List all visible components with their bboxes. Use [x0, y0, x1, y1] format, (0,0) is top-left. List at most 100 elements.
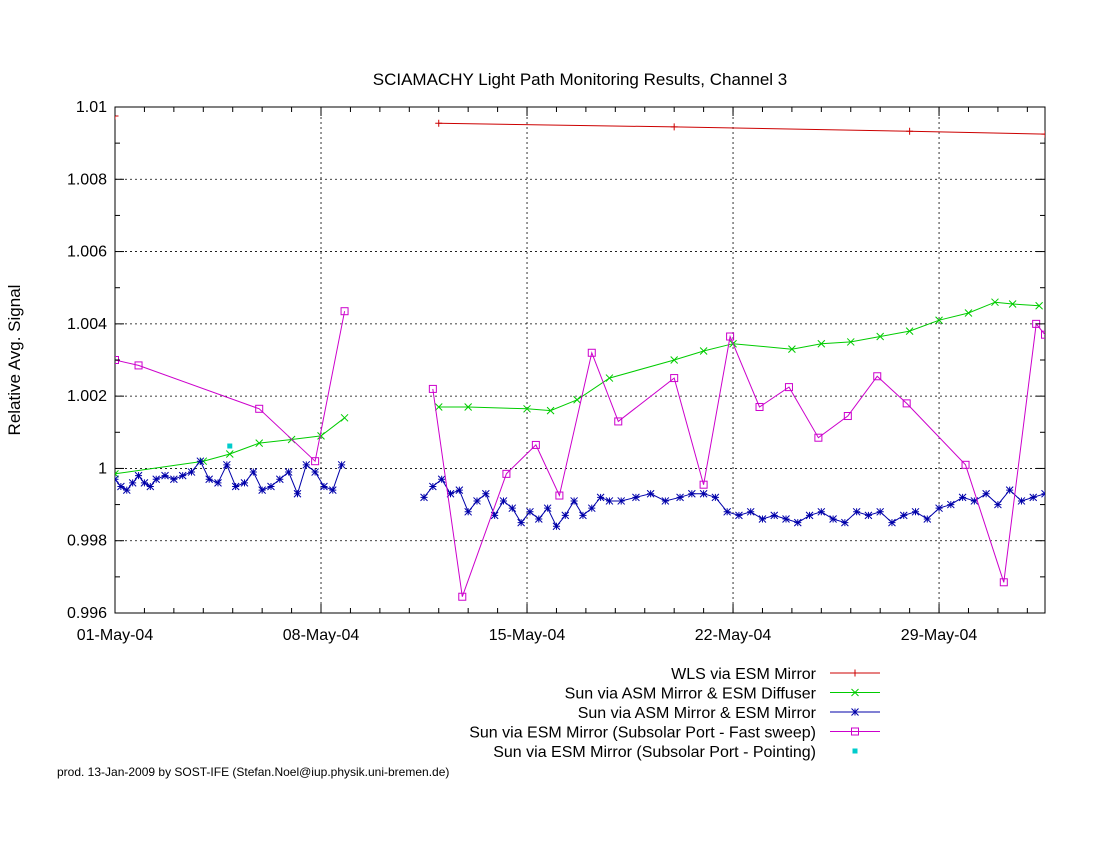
- legend-marker: [851, 669, 859, 677]
- x-tick-label: 08-May-04: [283, 627, 360, 644]
- data-point: [1005, 486, 1014, 494]
- data-point: [255, 439, 264, 447]
- data-point: [205, 475, 214, 484]
- series-1: [115, 298, 1043, 478]
- data-point: [240, 479, 249, 487]
- data-point: [817, 339, 826, 348]
- series-line: [115, 311, 1045, 597]
- data-point: [546, 406, 555, 415]
- data-point: [793, 518, 802, 527]
- data-point: [770, 511, 779, 520]
- y-tick-label: 1.002: [67, 388, 107, 405]
- series-3: [115, 307, 1045, 601]
- data-point: [170, 475, 178, 484]
- data-point: [632, 493, 640, 502]
- data-point: [646, 489, 655, 498]
- data-point: [670, 356, 679, 364]
- data-point: [1017, 497, 1026, 505]
- data-point: [982, 489, 990, 498]
- data-point: [661, 497, 670, 505]
- data-point: [1035, 301, 1043, 310]
- data-point: [846, 338, 855, 346]
- data-point: [523, 404, 531, 413]
- data-point: [255, 404, 264, 413]
- data-point: [161, 471, 169, 480]
- x-tick-label: 29-May-04: [901, 627, 978, 644]
- data-point: [587, 504, 596, 513]
- data-point: [490, 511, 499, 520]
- data-point: [115, 475, 119, 484]
- series-line: [115, 301, 1040, 475]
- data-point: [699, 489, 708, 498]
- data-point: [617, 497, 626, 505]
- data-point: [805, 511, 814, 520]
- legend-marker: [851, 688, 859, 697]
- data-point: [227, 443, 233, 449]
- data-point: [434, 403, 443, 411]
- data-point: [115, 469, 119, 478]
- data-point: [911, 507, 920, 516]
- data-point: [1029, 493, 1038, 502]
- y-tick-label: 1.006: [67, 244, 107, 261]
- data-point: [1041, 489, 1045, 498]
- data-point: [923, 515, 932, 523]
- data-point: [481, 489, 490, 498]
- data-point: [317, 432, 325, 440]
- data-point: [446, 489, 455, 498]
- data-point: [499, 497, 508, 505]
- x-tick-label: 22-May-04: [695, 627, 772, 644]
- series-4: [227, 443, 233, 449]
- data-point: [561, 511, 570, 520]
- data-point: [999, 578, 1008, 587]
- data-point: [758, 515, 767, 523]
- ticks-layer: 0.996 0.998 1 1.002 1.004 1.006 1.008 1.01 01-Ma…: [67, 99, 1045, 644]
- chart-title: SCIAMACHY Light Path Monitoring Results,…: [373, 70, 788, 89]
- data-point: [788, 345, 796, 354]
- data-point: [311, 457, 320, 466]
- data-point: [464, 507, 473, 516]
- data-point: [726, 332, 735, 341]
- data-point: [852, 507, 861, 516]
- footer-credit: prod. 13-Jan-2009 by SOST-IFE (Stefan.No…: [57, 765, 449, 779]
- plot-border: [114, 106, 1046, 614]
- data-point: [711, 493, 720, 502]
- data-point: [605, 497, 614, 505]
- data-point: [311, 468, 319, 476]
- data-point: [1041, 330, 1045, 339]
- data-point: [435, 119, 443, 127]
- data-point: [876, 332, 885, 341]
- data-point: [573, 395, 581, 404]
- data-point: [526, 507, 534, 516]
- x-tick-label: 15-May-04: [489, 627, 566, 644]
- legend-label: Sun via ESM Mirror (Subsolar Port - Fast…: [469, 725, 816, 742]
- data-point: [1041, 130, 1045, 138]
- series-layer: [115, 112, 1045, 601]
- data-point: [888, 518, 896, 527]
- data-point: [570, 497, 578, 505]
- data-point: [508, 504, 517, 513]
- data-point: [687, 489, 696, 498]
- data-point: [458, 592, 467, 601]
- data-point: [428, 482, 437, 491]
- data-point: [117, 482, 125, 491]
- data-point: [225, 450, 234, 458]
- data-point: [829, 515, 837, 523]
- y-tick-label: 1: [98, 460, 107, 477]
- series-line: [438, 122, 1045, 135]
- data-point: [502, 469, 511, 478]
- y-tick-label: 0.996: [67, 605, 107, 622]
- legend-label: Sun via ASM Mirror & ESM Mirror: [578, 705, 817, 722]
- data-point: [814, 433, 823, 442]
- data-point: [115, 112, 119, 120]
- data-point: [991, 298, 999, 307]
- data-point: [841, 518, 849, 527]
- data-point: [817, 507, 826, 516]
- data-point: [152, 475, 161, 484]
- data-point: [579, 511, 587, 520]
- data-point: [670, 123, 678, 131]
- data-point: [187, 468, 196, 476]
- data-point: [670, 374, 679, 383]
- series-2: [115, 457, 1045, 531]
- data-point: [961, 460, 970, 469]
